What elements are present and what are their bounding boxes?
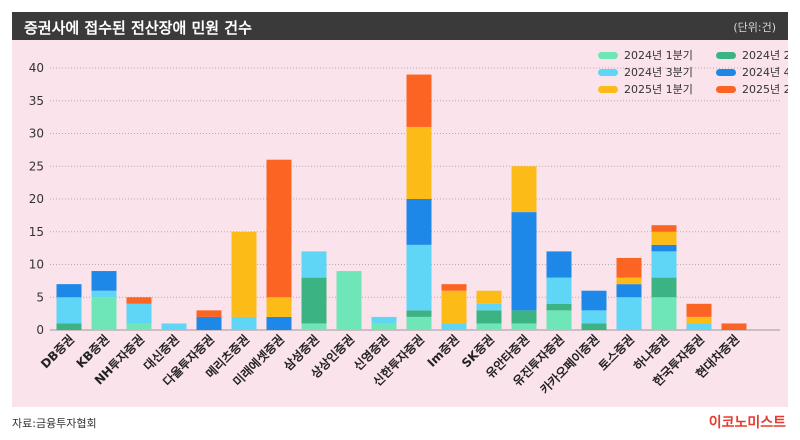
stacked-bar-chart: 0510152025303540DB증권KB증권NH투자증권대신증권다올투자증권… xyxy=(29,49,788,397)
bar-segment-2 xyxy=(476,310,502,324)
bar-segment-1 xyxy=(301,323,327,330)
bar-segment-5 xyxy=(406,126,432,199)
chart-panel: 0 5 10 15 20 25 30 35 40 DB증권 KB증권 NH투자증권 대신증권 다올투자증권… xyxy=(12,40,788,407)
bar-segment-6 xyxy=(441,284,467,291)
bar-segment-4 xyxy=(616,284,642,298)
bar-segment-2 xyxy=(301,277,327,324)
bar-segment-3 xyxy=(406,244,432,311)
bar-segment-4 xyxy=(651,244,677,252)
bar-segment-5 xyxy=(616,277,642,285)
bar-segment-5 xyxy=(441,290,467,324)
bar-segment-5 xyxy=(511,166,537,213)
bar-segment-4 xyxy=(56,284,82,298)
y-tick-label: 20 xyxy=(29,192,44,206)
bar-segment-3 xyxy=(301,251,327,278)
brand-logo: 이코노미스트 xyxy=(708,415,786,431)
bar-segment-4 xyxy=(196,316,222,330)
bar-segment-1 xyxy=(651,297,677,330)
bar-segment-1 xyxy=(91,297,117,330)
chart-header: 증권사에 접수된 전산장애 민원 건수 (단위:건) xyxy=(12,12,788,40)
bar-segment-3 xyxy=(441,323,467,330)
bar-segment-5 xyxy=(651,231,677,245)
bar-segment-3 xyxy=(581,310,607,324)
bar-segment-1 xyxy=(476,323,502,330)
legend-swatch xyxy=(716,52,736,59)
bar-segment-5 xyxy=(686,316,712,324)
bar-segment-4 xyxy=(91,271,117,291)
bar-segment-5 xyxy=(266,297,292,317)
y-tick-label: 10 xyxy=(29,258,44,272)
legend-swatch xyxy=(716,86,736,93)
legend-swatch xyxy=(598,86,618,93)
bar-segment-3 xyxy=(126,303,152,324)
x-tick-label: Im증권 xyxy=(425,332,463,370)
bar-segment-3 xyxy=(616,297,642,330)
bar-segment-3 xyxy=(231,316,257,330)
bar-segment-6 xyxy=(266,159,292,298)
legend-label: 2025년 2분기 xyxy=(742,83,788,96)
y-tick-label: 25 xyxy=(29,159,44,173)
source-note: 자료:금융투자협회 xyxy=(12,417,97,430)
bar-segment-4 xyxy=(406,199,432,245)
y-tick-label: 35 xyxy=(29,94,44,108)
bar-segment-2 xyxy=(511,310,537,324)
bar-segment-4 xyxy=(266,316,292,330)
bar-segment-5 xyxy=(231,231,257,317)
bar-segment-1 xyxy=(336,271,362,330)
x-tick-label: 카카오페이증권 xyxy=(537,332,602,397)
bar-segment-1 xyxy=(511,323,537,330)
y-tick-label: 40 xyxy=(29,61,44,75)
legend-swatch xyxy=(598,52,618,59)
bar-segment-3 xyxy=(686,323,712,330)
bar-segment-2 xyxy=(406,310,432,317)
y-tick-label: 5 xyxy=(36,290,44,304)
bar-segment-6 xyxy=(196,310,222,317)
y-tick-label: 30 xyxy=(29,127,44,141)
unit-label: (단위:건) xyxy=(733,21,776,34)
bar-segment-6 xyxy=(686,303,712,317)
bar-segment-4 xyxy=(511,212,537,311)
bar-segment-3 xyxy=(371,316,397,324)
bar-segment-1 xyxy=(406,316,432,330)
legend-label: 2025년 1분기 xyxy=(624,83,693,96)
bar-segment-2 xyxy=(546,303,572,311)
bar-segment-3 xyxy=(161,323,187,330)
bar-segment-6 xyxy=(616,257,642,278)
legend-label: 2024년 3분기 xyxy=(624,66,693,79)
bar-segment-6 xyxy=(406,74,432,127)
legend-swatch xyxy=(716,69,736,76)
legend-label: 2024년 4분기 xyxy=(742,66,788,79)
bar-segment-1 xyxy=(126,323,152,330)
bar-segment-4 xyxy=(581,290,607,311)
bar-segment-3 xyxy=(546,277,572,304)
bar-segment-3 xyxy=(651,251,677,278)
bar-segment-2 xyxy=(651,277,677,298)
bar-segment-3 xyxy=(91,290,117,298)
bar-segment-5 xyxy=(476,290,502,304)
bar-segment-4 xyxy=(546,251,572,278)
bar-segment-2 xyxy=(581,323,607,330)
bar-segment-3 xyxy=(476,303,502,311)
bar-segment-6 xyxy=(651,225,677,232)
legend-label: 2024년 2분기 xyxy=(742,49,788,62)
bar-segment-1 xyxy=(371,323,397,330)
chart-title: 증권사에 접수된 전산장애 민원 건수 xyxy=(24,19,252,37)
legend-swatch xyxy=(598,69,618,76)
bar-segment-3 xyxy=(56,297,82,324)
legend-label: 2024년 1분기 xyxy=(624,49,693,62)
bar-segment-6 xyxy=(721,323,747,330)
y-tick-label: 15 xyxy=(29,225,44,239)
bar-segment-1 xyxy=(546,310,572,330)
bar-segment-6 xyxy=(126,297,152,304)
x-tick-label: 토스증권 xyxy=(596,332,637,373)
x-tick-label: DB증권 xyxy=(38,332,77,371)
bar-segment-2 xyxy=(56,323,82,330)
y-tick-label: 0 xyxy=(36,323,44,337)
